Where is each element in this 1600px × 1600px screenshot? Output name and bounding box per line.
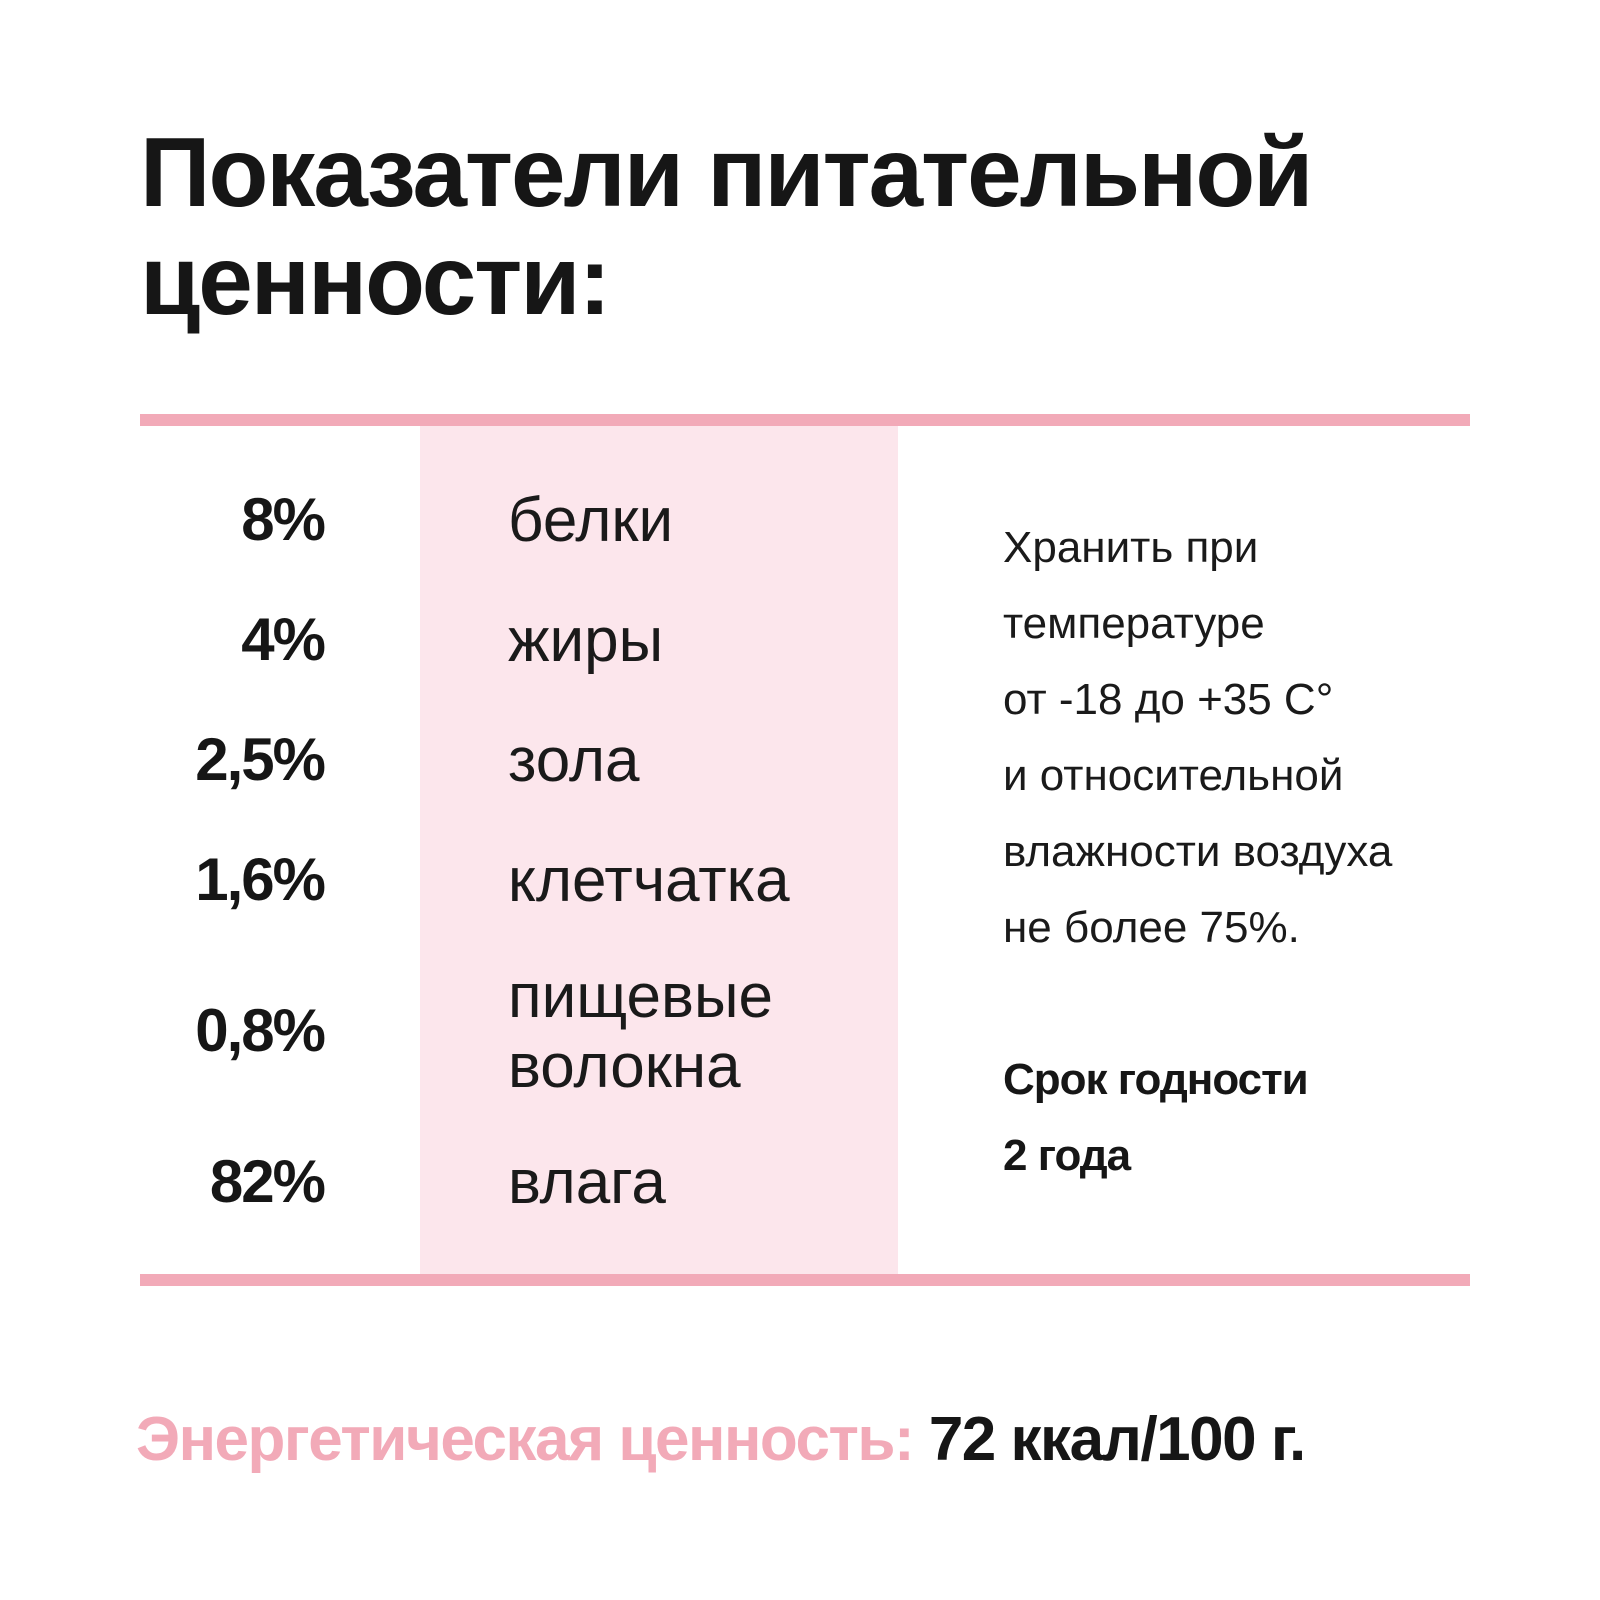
nutrient-name-protein: белки [508, 486, 674, 555]
shelf-life: Срок годности 2 года [1003, 1042, 1483, 1194]
nutrient-name-ash: зола [508, 726, 640, 795]
nutrient-name-moisture: влага [508, 1148, 666, 1217]
nutrient-percent-ash: 2,5% [195, 726, 326, 793]
energy-value: 72 ккал/100 г. [928, 1405, 1306, 1474]
nutrient-percent-fiber: 1,6% [195, 846, 326, 913]
storage-conditions: Хранить при температуре от -18 до +35 С°… [1003, 510, 1483, 966]
title-line-2: ценности: [140, 225, 611, 335]
nutrient-name-fiber: клетчатка [508, 846, 790, 915]
nutrient-name-dietary-fiber: пищевые волокна [508, 962, 773, 1102]
storage-line: от -18 до +35 С° [1003, 675, 1334, 724]
nutrient-names-band [420, 426, 898, 1274]
storage-line: Хранить при [1003, 523, 1259, 572]
energy-value-line: Энергетическая ценность: 72 ккал/100 г. [136, 1402, 1496, 1478]
nutrient-name-dietary-fiber-line-1: пищевые [508, 962, 773, 1031]
title-line-1: Показатели питательной [140, 117, 1313, 227]
storage-line: температуре [1003, 599, 1265, 648]
bottom-divider [140, 1274, 1470, 1286]
storage-line: влажности воздуха [1003, 827, 1393, 876]
storage-line: и относительной [1003, 751, 1344, 800]
nutrient-percent-protein: 8% [241, 486, 326, 553]
nutrient-percent-dietary-fiber: 0,8% [195, 997, 326, 1064]
nutrient-name-dietary-fiber-line-2: волокна [508, 1032, 741, 1101]
energy-label: Энергетическая ценность: [136, 1405, 915, 1474]
storage-line: не более 75%. [1003, 903, 1300, 952]
nutrient-percent-fat: 4% [241, 606, 326, 673]
nutrient-name-fat: жиры [508, 606, 664, 675]
nutrient-percent-moisture: 82% [209, 1148, 326, 1215]
shelf-life-label: Срок годности [1003, 1055, 1309, 1104]
shelf-life-value: 2 года [1003, 1131, 1131, 1180]
page-title: Показатели питательной ценности: [140, 118, 1480, 334]
top-divider [140, 414, 1470, 426]
